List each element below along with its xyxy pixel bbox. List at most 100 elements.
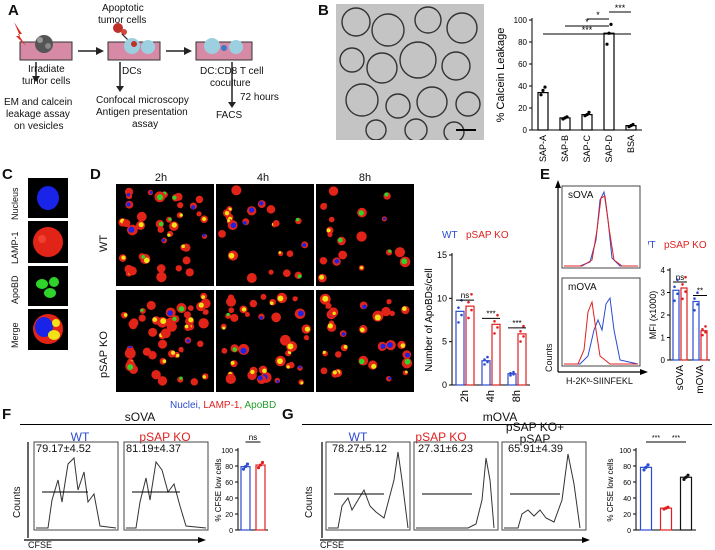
- cell-mark: [275, 221, 280, 226]
- x-tick-label: BSA: [626, 135, 636, 153]
- data-point: [512, 370, 515, 374]
- cell-mark: [388, 249, 392, 253]
- bar: [481, 360, 491, 386]
- y-axis-label: Number of ApoBDs/cell: [424, 268, 435, 371]
- data-point: [493, 332, 496, 335]
- column-label-4h: 4h: [256, 172, 270, 184]
- data-point: [509, 374, 512, 377]
- row-label-merge: Merge: [10, 322, 20, 348]
- y-tick-label: 20: [623, 512, 631, 519]
- cell-mark: [249, 301, 254, 306]
- significance-label: ***: [512, 319, 521, 328]
- y-tick-label: 100: [221, 448, 233, 455]
- cell-mark: [384, 192, 389, 197]
- data-point: [496, 313, 499, 317]
- cell-mark: [230, 360, 235, 365]
- cell-mark: [158, 228, 162, 233]
- cell-mark: [360, 266, 364, 270]
- data-point: [642, 468, 646, 472]
- bar: [455, 310, 465, 386]
- cell-mark: [228, 308, 232, 312]
- y-axis-label: % Calcein Leakage: [495, 28, 507, 123]
- y-tick-label: 80: [518, 38, 527, 47]
- cell-mark: [184, 324, 189, 329]
- bar: [679, 476, 693, 531]
- data-point: [681, 297, 684, 301]
- chart-g-cfse: 0 20 40 60 80 100 % CFSE low cells *** ***: [606, 435, 696, 535]
- data-point: [509, 371, 512, 375]
- cell-mark: [167, 233, 171, 237]
- data-point: [245, 462, 250, 466]
- panel-f-histograms: [24, 441, 209, 543]
- cell-mark: [201, 321, 207, 327]
- cell-mark: [401, 258, 408, 265]
- irradiate-cells-label: tumor cells: [22, 76, 71, 87]
- chart-f-cfse: 0 20 40 60 80 100 % CFSE low cells ns: [214, 433, 268, 535]
- cell-mark: [382, 309, 388, 315]
- cell-mark: [328, 233, 332, 237]
- cell-mark: [178, 265, 182, 270]
- panel-f-ko-label: pSAP KO: [139, 430, 191, 444]
- cell-mark: [273, 315, 280, 321]
- cell-mark: [190, 307, 194, 311]
- panel-f-ylabel: Counts: [12, 486, 23, 518]
- cell-mark: [262, 368, 267, 374]
- cell-mark: [198, 302, 204, 308]
- cell-mark: [300, 381, 304, 385]
- panel-f-title: sOVA: [124, 410, 156, 424]
- chart-b-calcein: 0 20 40 60 80 100 % Calcein Leakage SAP-A SAP-B S…: [495, 3, 642, 163]
- cell-mark: [396, 249, 403, 255]
- data-point: [460, 313, 463, 317]
- cell-mark: [302, 243, 307, 247]
- cell-mark: [334, 258, 340, 264]
- cell-mark: [404, 358, 411, 365]
- legend-wt: WT: [648, 240, 656, 251]
- data-point: [681, 283, 684, 286]
- y-tick-label: 40: [225, 496, 233, 503]
- confocal-image-4: [116, 290, 214, 392]
- y-tick-label: 0: [627, 528, 631, 535]
- panel-g-rescue-value: 65.91±4.39: [508, 443, 563, 455]
- data-point: [483, 358, 486, 361]
- y-tick-label: 40: [623, 496, 631, 503]
- bar: [639, 466, 653, 531]
- cell-mark: [235, 188, 241, 195]
- cell-mark: [158, 342, 164, 348]
- cell-mark: [162, 359, 167, 364]
- facs-label: FACS: [216, 110, 243, 121]
- data-point: [470, 308, 473, 312]
- panel-f-ko-value: 81.19±4.37: [126, 443, 181, 455]
- cell-mark: [269, 301, 274, 305]
- data-point: [693, 308, 696, 312]
- cell-mark: [180, 349, 184, 353]
- bar: [240, 466, 251, 531]
- chart-e-mfi: WT pSAP KO 0 1 2 3 4 MFI (x1000) sOVA mOVA ns **: [648, 240, 710, 394]
- significance-label: ***: [652, 435, 660, 442]
- y-tick-label: 60: [518, 60, 527, 69]
- cell-mark: [172, 195, 177, 200]
- cell-mark: [172, 316, 177, 321]
- cell-mark: [230, 222, 237, 228]
- data-point: [704, 330, 707, 334]
- bar: [603, 32, 615, 131]
- data-point: [260, 460, 265, 465]
- data-point: [243, 465, 248, 469]
- cell-mark: [332, 370, 337, 375]
- cell-mark: [306, 337, 309, 341]
- significance-label: ns: [461, 291, 469, 300]
- data-point: [605, 42, 609, 46]
- cell-mark: [186, 339, 190, 343]
- cell-mark: [228, 375, 235, 382]
- y-tick-label: 60: [623, 480, 631, 487]
- cell-mark: [359, 233, 365, 239]
- cell-mark: [169, 323, 175, 329]
- cell-mark: [188, 270, 194, 276]
- cell-mark: [196, 197, 201, 202]
- y-tick-label: 10: [437, 293, 447, 303]
- y-tick-label: 0: [442, 380, 447, 390]
- cell-mark: [181, 244, 186, 249]
- cell-mark: [388, 376, 392, 380]
- cell-mark: [175, 353, 180, 358]
- confocal-image-1: [116, 184, 214, 286]
- cell-mark: [240, 347, 247, 354]
